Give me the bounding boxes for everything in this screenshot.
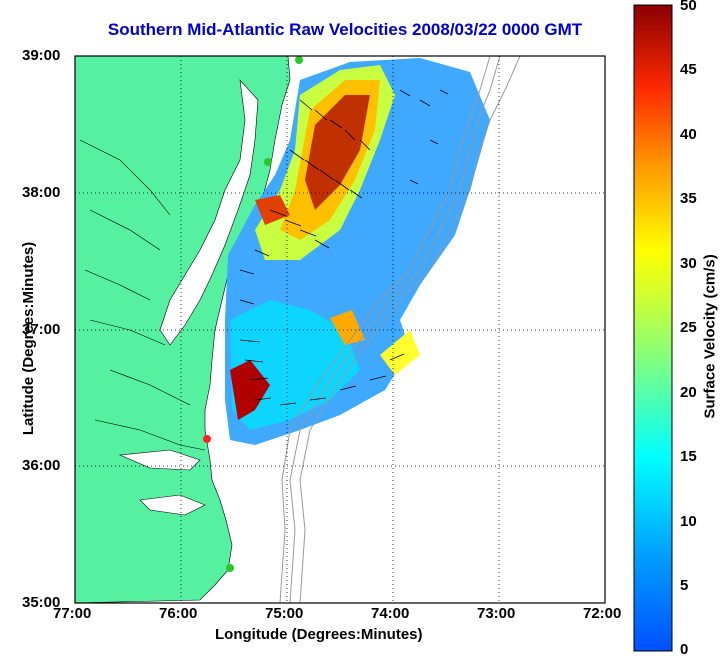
colorbar-tick: 40 bbox=[680, 126, 697, 143]
colorbar-tick: 20 bbox=[680, 384, 697, 401]
colorbar-tick: 0 bbox=[680, 641, 689, 658]
station-marker bbox=[226, 564, 234, 572]
bay bbox=[159, 79, 259, 346]
y-tick: 36:00 bbox=[22, 457, 61, 474]
grid-lines bbox=[75, 56, 605, 603]
colorbar-tick: 50 bbox=[680, 0, 697, 14]
y-tick: 38:00 bbox=[22, 184, 61, 201]
station-marker bbox=[295, 56, 303, 64]
colorbar-tick: 35 bbox=[680, 190, 697, 207]
x-tick: 77:00 bbox=[53, 605, 92, 622]
colorbar-tick: 5 bbox=[680, 577, 689, 594]
colorbar-label: Surface Velocity (cm/s) bbox=[701, 254, 719, 419]
y-tick: 37:00 bbox=[22, 321, 61, 338]
colorbar-tick: 25 bbox=[680, 319, 697, 336]
y-tick: 39:00 bbox=[22, 47, 61, 64]
x-tick: 73:00 bbox=[477, 605, 516, 622]
x-tick: 72:00 bbox=[583, 605, 622, 622]
colorbar bbox=[633, 4, 673, 652]
x-tick: 76:00 bbox=[159, 605, 198, 622]
x-tick: 75:00 bbox=[265, 605, 304, 622]
x-tick: 74:00 bbox=[371, 605, 410, 622]
velocity-field bbox=[225, 58, 490, 445]
colorbar-tick: 30 bbox=[680, 255, 697, 272]
velocity-vectors bbox=[239, 89, 449, 406]
colorbar-tick: 45 bbox=[680, 61, 697, 78]
x-axis-label: Longitude (Degrees:Minutes) bbox=[215, 626, 423, 643]
axes-frame bbox=[74, 55, 606, 604]
y-tick: 35:00 bbox=[22, 594, 61, 611]
station-marker bbox=[264, 158, 272, 166]
colorbar-tick: 15 bbox=[680, 448, 697, 465]
chart-title: Southern Mid-Atlantic Raw Velocities 200… bbox=[107, 20, 583, 39]
station-marker-active bbox=[203, 435, 211, 443]
y-axis-label: Latitude (Degrees:Minutes) bbox=[20, 241, 38, 436]
colorbar-tick: 10 bbox=[680, 513, 697, 530]
